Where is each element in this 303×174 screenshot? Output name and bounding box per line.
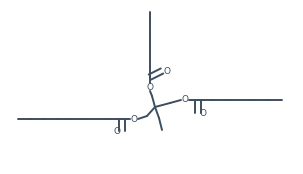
- Text: O: O: [181, 96, 188, 105]
- Text: O: O: [164, 66, 171, 76]
- Text: O: O: [199, 109, 207, 117]
- Text: O: O: [146, 82, 154, 92]
- Text: O: O: [131, 114, 138, 124]
- Text: O: O: [114, 126, 121, 136]
